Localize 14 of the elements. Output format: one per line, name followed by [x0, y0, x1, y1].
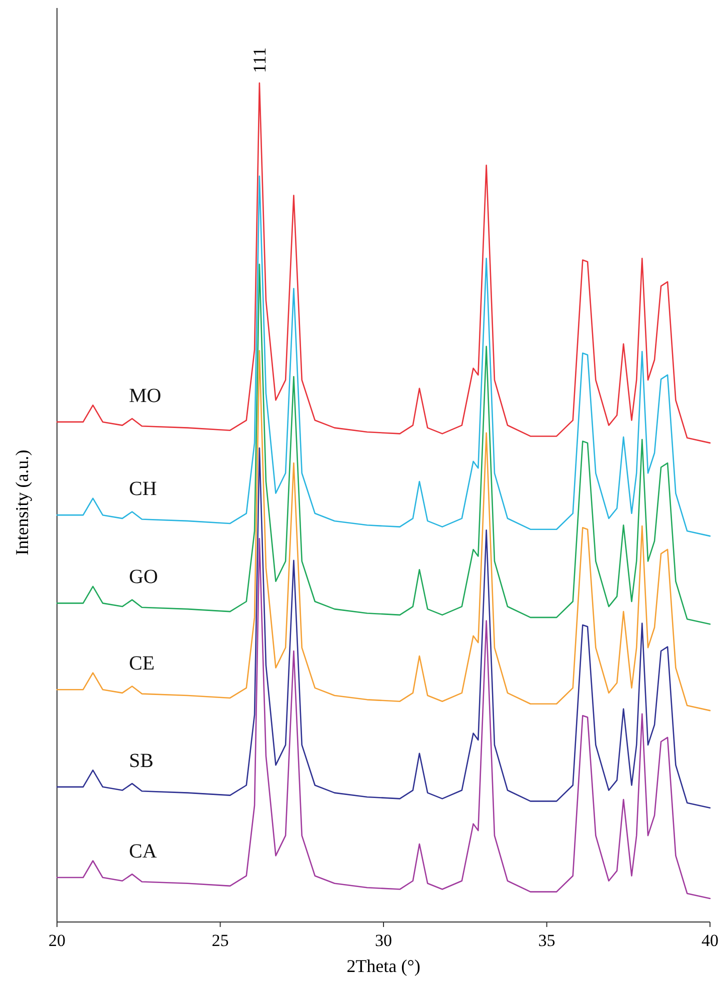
x-tick-label: 40	[702, 931, 718, 950]
y-axis-title: Intensity (a.u.)	[12, 450, 32, 556]
x-axis-title: 2Theta (°)	[346, 956, 420, 976]
series-label: CA	[129, 840, 158, 863]
x-tick-label: 20	[48, 931, 66, 950]
series-label: CH	[129, 478, 157, 500]
x-tick-label: 35	[538, 931, 556, 950]
series-label: CE	[129, 652, 155, 675]
annotation: 111	[249, 47, 270, 73]
series-label: MO	[129, 384, 162, 407]
series-label: GO	[129, 566, 158, 588]
series-label: SB	[129, 750, 154, 772]
x-tick-label: 30	[375, 931, 392, 950]
x-tick-label: 25	[212, 931, 229, 950]
